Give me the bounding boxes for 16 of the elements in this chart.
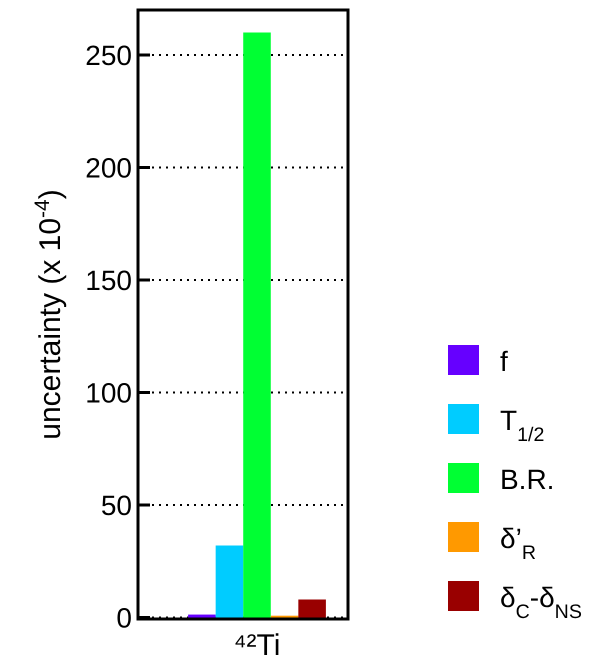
y-tick-label: 0 — [116, 602, 132, 634]
legend-label: δ’$_{R}$ — [500, 523, 536, 564]
y-tick-label: 250 — [85, 40, 132, 71]
legend-label: B.R. — [500, 464, 554, 495]
legend-label: f — [500, 346, 508, 377]
y-tick-label: 100 — [85, 377, 132, 408]
legend-label: δ$_{C}$-δ$_{NS}$ — [500, 582, 582, 623]
x-tick-label: ⁴²Ti — [234, 629, 280, 662]
y-tick-label: 200 — [85, 152, 132, 184]
y-tick-label: 150 — [85, 264, 132, 296]
bar — [216, 546, 244, 618]
y-tick-label: 50 — [100, 490, 132, 521]
bar — [298, 600, 326, 618]
bar — [188, 614, 216, 618]
legend-label: T$_{1/2}$ — [500, 405, 544, 446]
bar — [243, 32, 271, 618]
